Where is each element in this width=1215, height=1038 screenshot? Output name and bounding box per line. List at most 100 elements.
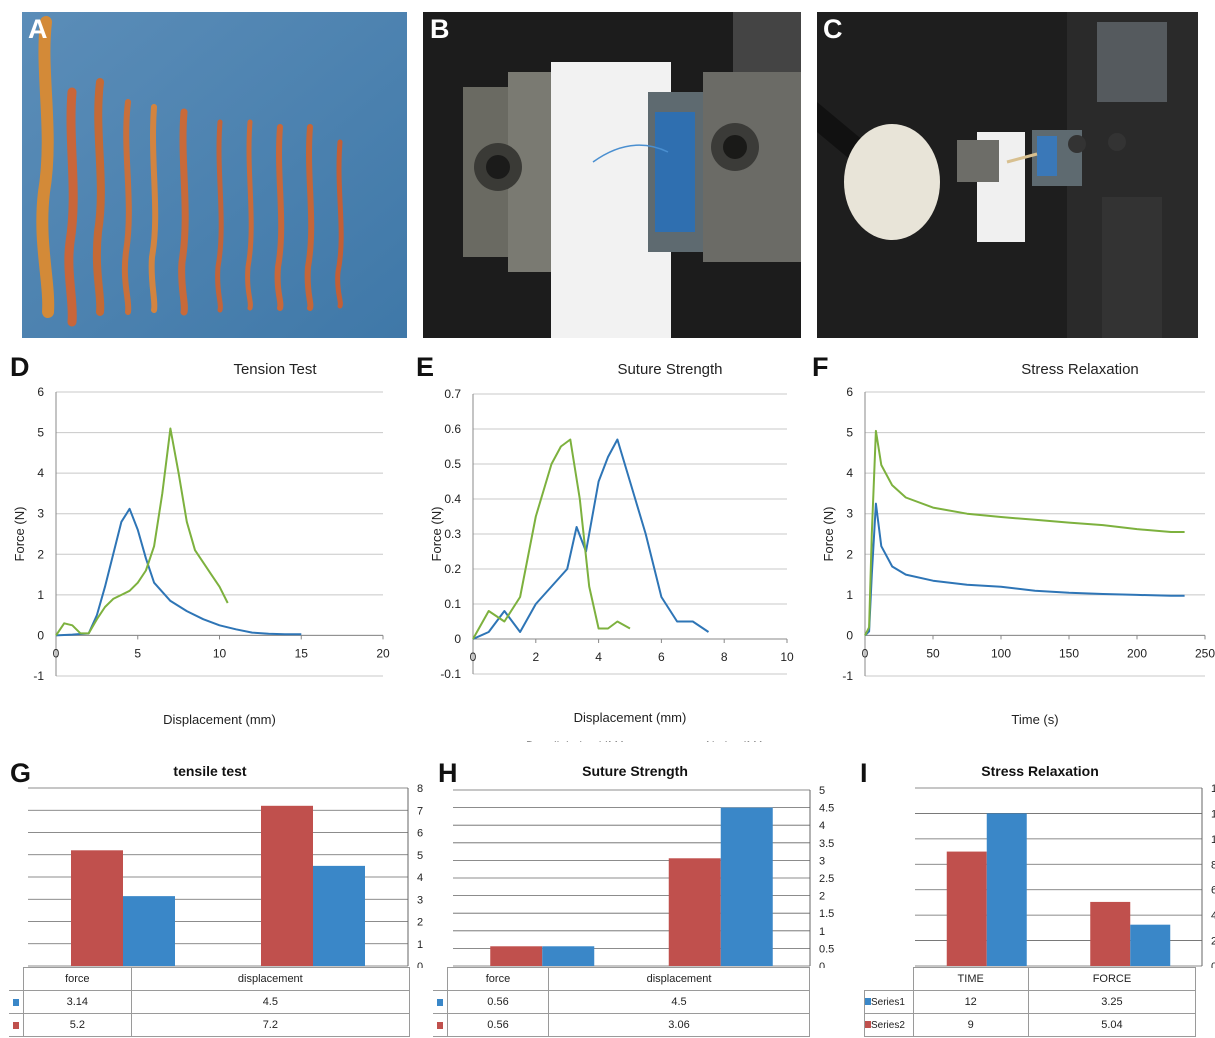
series-line-2 — [472, 438, 631, 640]
table-row: 3.14 4.5 — [9, 990, 411, 1014]
x-tick-label: 100 — [991, 646, 1011, 660]
table-row: 0.56 3.06 — [433, 1013, 811, 1037]
y-tick-label: 1: — [1211, 808, 1215, 820]
y-tick-label: 0 — [819, 961, 825, 968]
data-table-relaxation: TIME FORCE Series1 12 3.25 Series2 9 5.0… — [864, 967, 1197, 1037]
table-header-cell: displacement — [130, 967, 411, 991]
y-tick-label: -1 — [33, 669, 44, 683]
y-tick-label: 5 — [846, 426, 853, 440]
y-tick-label: 1.5 — [819, 908, 834, 920]
x-tick-label: 2 — [532, 650, 539, 664]
legend-label: Decellularized IMA — [926, 741, 1026, 742]
x-tick-label: 0 — [470, 650, 477, 664]
bar-FORCE-series-2 — [1130, 924, 1171, 966]
y-tick-label: 5 — [819, 785, 825, 797]
table-cell: 5.04 — [1027, 1013, 1197, 1037]
bar-displacement-series-2 — [720, 807, 773, 966]
legend-label: Native IMA — [256, 741, 315, 742]
y-tick-label: 0 — [1211, 961, 1215, 968]
vessel-samples-illustration — [22, 12, 407, 338]
y-tick-label: 7 — [417, 805, 423, 817]
table-header-row: TIME FORCE — [864, 967, 1197, 991]
y-tick-label: 5 — [417, 850, 423, 862]
panel-label-a: A — [28, 14, 48, 44]
y-tick-label: 2 — [37, 547, 44, 561]
table-row: Series1 12 3.25 — [864, 990, 1197, 1014]
x-tick-label: 10 — [213, 646, 227, 660]
x-axis-label: Displacement (mm) — [574, 710, 687, 725]
y-tick-label: 8 — [417, 783, 423, 795]
panel-label-g: G — [10, 758, 32, 788]
y-tick-label: 1 — [819, 926, 825, 938]
y-tick-label: 0.3 — [444, 527, 461, 541]
chart-title: Suture Strength — [617, 361, 722, 378]
table-cell: 3.25 — [1027, 990, 1197, 1014]
chart-suture-strength-bars: Suture Strength 0 0.5 1 1.5 2 2.5 3 3.5 4 4.5 5 — [453, 763, 834, 968]
table-cell: 3.06 — [547, 1013, 811, 1037]
x-tick-label: 8 — [721, 650, 728, 664]
y-tick-label: 4 — [37, 466, 44, 480]
y-tick-label: -1 — [842, 669, 853, 683]
table-cell: 5.2 — [23, 1013, 132, 1037]
chart-title: Suture Strength — [582, 763, 688, 779]
photo-a-vessel-samples — [22, 12, 407, 338]
y-tick-label: 2 — [417, 917, 423, 929]
chart-title: tensile test — [173, 763, 246, 779]
series-line-2 — [864, 429, 1185, 636]
photo-b-suture-setup — [423, 12, 801, 338]
table-header-cell: TIME — [912, 967, 1029, 991]
y-tick-label: 4.5 — [819, 803, 834, 815]
table-cell: 3.14 — [23, 990, 132, 1014]
y-tick-label: 0 — [37, 628, 44, 642]
x-tick-label: 50 — [926, 646, 940, 660]
series-line-1 — [472, 438, 710, 640]
table-cell: 4.5 — [130, 990, 411, 1014]
table-header-cell: FORCE — [1027, 967, 1197, 991]
x-tick-label: 10 — [780, 650, 794, 664]
y-tick-label: 6 — [846, 385, 853, 399]
y-tick-label: 1( — [1211, 834, 1215, 846]
x-tick-label: 0 — [53, 646, 60, 660]
chart-title: Stress Relaxation — [1021, 361, 1139, 378]
chart-tensile-test-bars: tensile test 0 1 2 3 4 5 6 7 8 — [28, 763, 423, 968]
bar-TIME-series-1 — [946, 851, 987, 966]
table-header-cell: force — [447, 967, 549, 991]
panel-label-e: E — [416, 352, 435, 382]
series-line-2 — [55, 427, 229, 636]
bar-force-series-2 — [542, 946, 595, 966]
y-tick-label: 3 — [37, 507, 44, 521]
y-tick-label: 2.5 — [819, 873, 834, 885]
y-tick-label: 1 — [846, 588, 853, 602]
data-table-suture: force displacement 0.56 4.5 0.56 3.06 — [433, 967, 811, 1037]
panel-label-d: D — [10, 352, 30, 382]
legend-label: Decellularized IMA — [526, 739, 626, 742]
y-tick-label: 0.4 — [444, 492, 461, 506]
photo-c-relaxation-setup — [817, 12, 1198, 338]
x-tick-label: 200 — [1127, 646, 1147, 660]
panel-label-c: C — [823, 14, 843, 44]
y-axis-label: Force (N) — [429, 507, 444, 562]
chart-stress-relaxation-bars: Stress Relaxation 0 2 4 6 8 1(1: 1· — [915, 763, 1215, 968]
y-tick-label: 2 — [819, 891, 825, 903]
y-tick-label: 8 — [1211, 859, 1215, 871]
x-tick-label: 150 — [1059, 646, 1079, 660]
bar-displacement-series-1 — [668, 858, 721, 966]
y-tick-label: 4 — [1211, 910, 1215, 922]
y-tick-label: 0 — [454, 632, 461, 646]
y-tick-label: 4 — [846, 466, 853, 480]
bar-displacement-series-2 — [313, 865, 365, 966]
x-tick-label: 0 — [862, 646, 869, 660]
y-tick-label: 3 — [819, 855, 825, 867]
y-tick-label: 4 — [417, 872, 423, 884]
relaxation-setup-illustration — [817, 12, 1198, 338]
legend-label: Decellularized IMA — [76, 741, 176, 742]
y-tick-label: 2 — [846, 547, 853, 561]
x-tick-label: 20 — [376, 646, 390, 660]
table-row: 0.56 4.5 — [433, 990, 811, 1014]
y-tick-label: 0.2 — [444, 562, 461, 576]
legend-label: Native IMA — [1106, 741, 1165, 742]
table-header-row: force displacement — [9, 967, 411, 991]
y-tick-label: 5 — [37, 426, 44, 440]
suture-setup-illustration — [423, 12, 801, 338]
bar-force-series-1 — [490, 946, 543, 966]
